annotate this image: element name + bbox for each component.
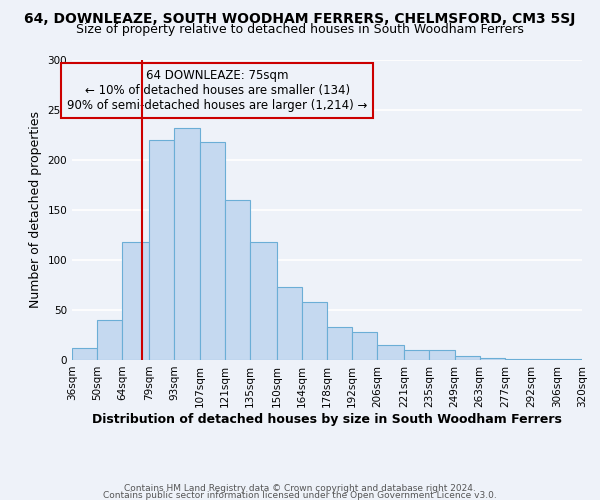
Text: Contains HM Land Registry data © Crown copyright and database right 2024.: Contains HM Land Registry data © Crown c… bbox=[124, 484, 476, 493]
Y-axis label: Number of detached properties: Number of detached properties bbox=[29, 112, 42, 308]
Bar bbox=[277, 287, 302, 360]
Bar bbox=[479, 358, 505, 360]
Bar bbox=[72, 348, 97, 360]
Bar bbox=[404, 350, 430, 360]
Bar bbox=[122, 242, 149, 360]
Bar bbox=[97, 320, 122, 360]
Bar bbox=[352, 332, 377, 360]
Bar bbox=[250, 242, 277, 360]
Bar bbox=[175, 128, 199, 360]
Bar bbox=[149, 140, 175, 360]
Text: 64, DOWNLEAZE, SOUTH WOODHAM FERRERS, CHELMSFORD, CM3 5SJ: 64, DOWNLEAZE, SOUTH WOODHAM FERRERS, CH… bbox=[25, 12, 575, 26]
Bar bbox=[199, 142, 224, 360]
Bar bbox=[327, 327, 352, 360]
Text: Size of property relative to detached houses in South Woodham Ferrers: Size of property relative to detached ho… bbox=[76, 22, 524, 36]
Bar bbox=[505, 359, 532, 360]
Bar bbox=[302, 302, 327, 360]
Bar bbox=[224, 200, 250, 360]
Text: Contains public sector information licensed under the Open Government Licence v3: Contains public sector information licen… bbox=[103, 490, 497, 500]
Bar bbox=[532, 359, 557, 360]
Bar bbox=[430, 350, 455, 360]
Bar bbox=[377, 345, 404, 360]
Bar bbox=[455, 356, 479, 360]
X-axis label: Distribution of detached houses by size in South Woodham Ferrers: Distribution of detached houses by size … bbox=[92, 412, 562, 426]
Bar bbox=[557, 359, 582, 360]
Text: 64 DOWNLEAZE: 75sqm
← 10% of detached houses are smaller (134)
90% of semi-detac: 64 DOWNLEAZE: 75sqm ← 10% of detached ho… bbox=[67, 69, 368, 112]
